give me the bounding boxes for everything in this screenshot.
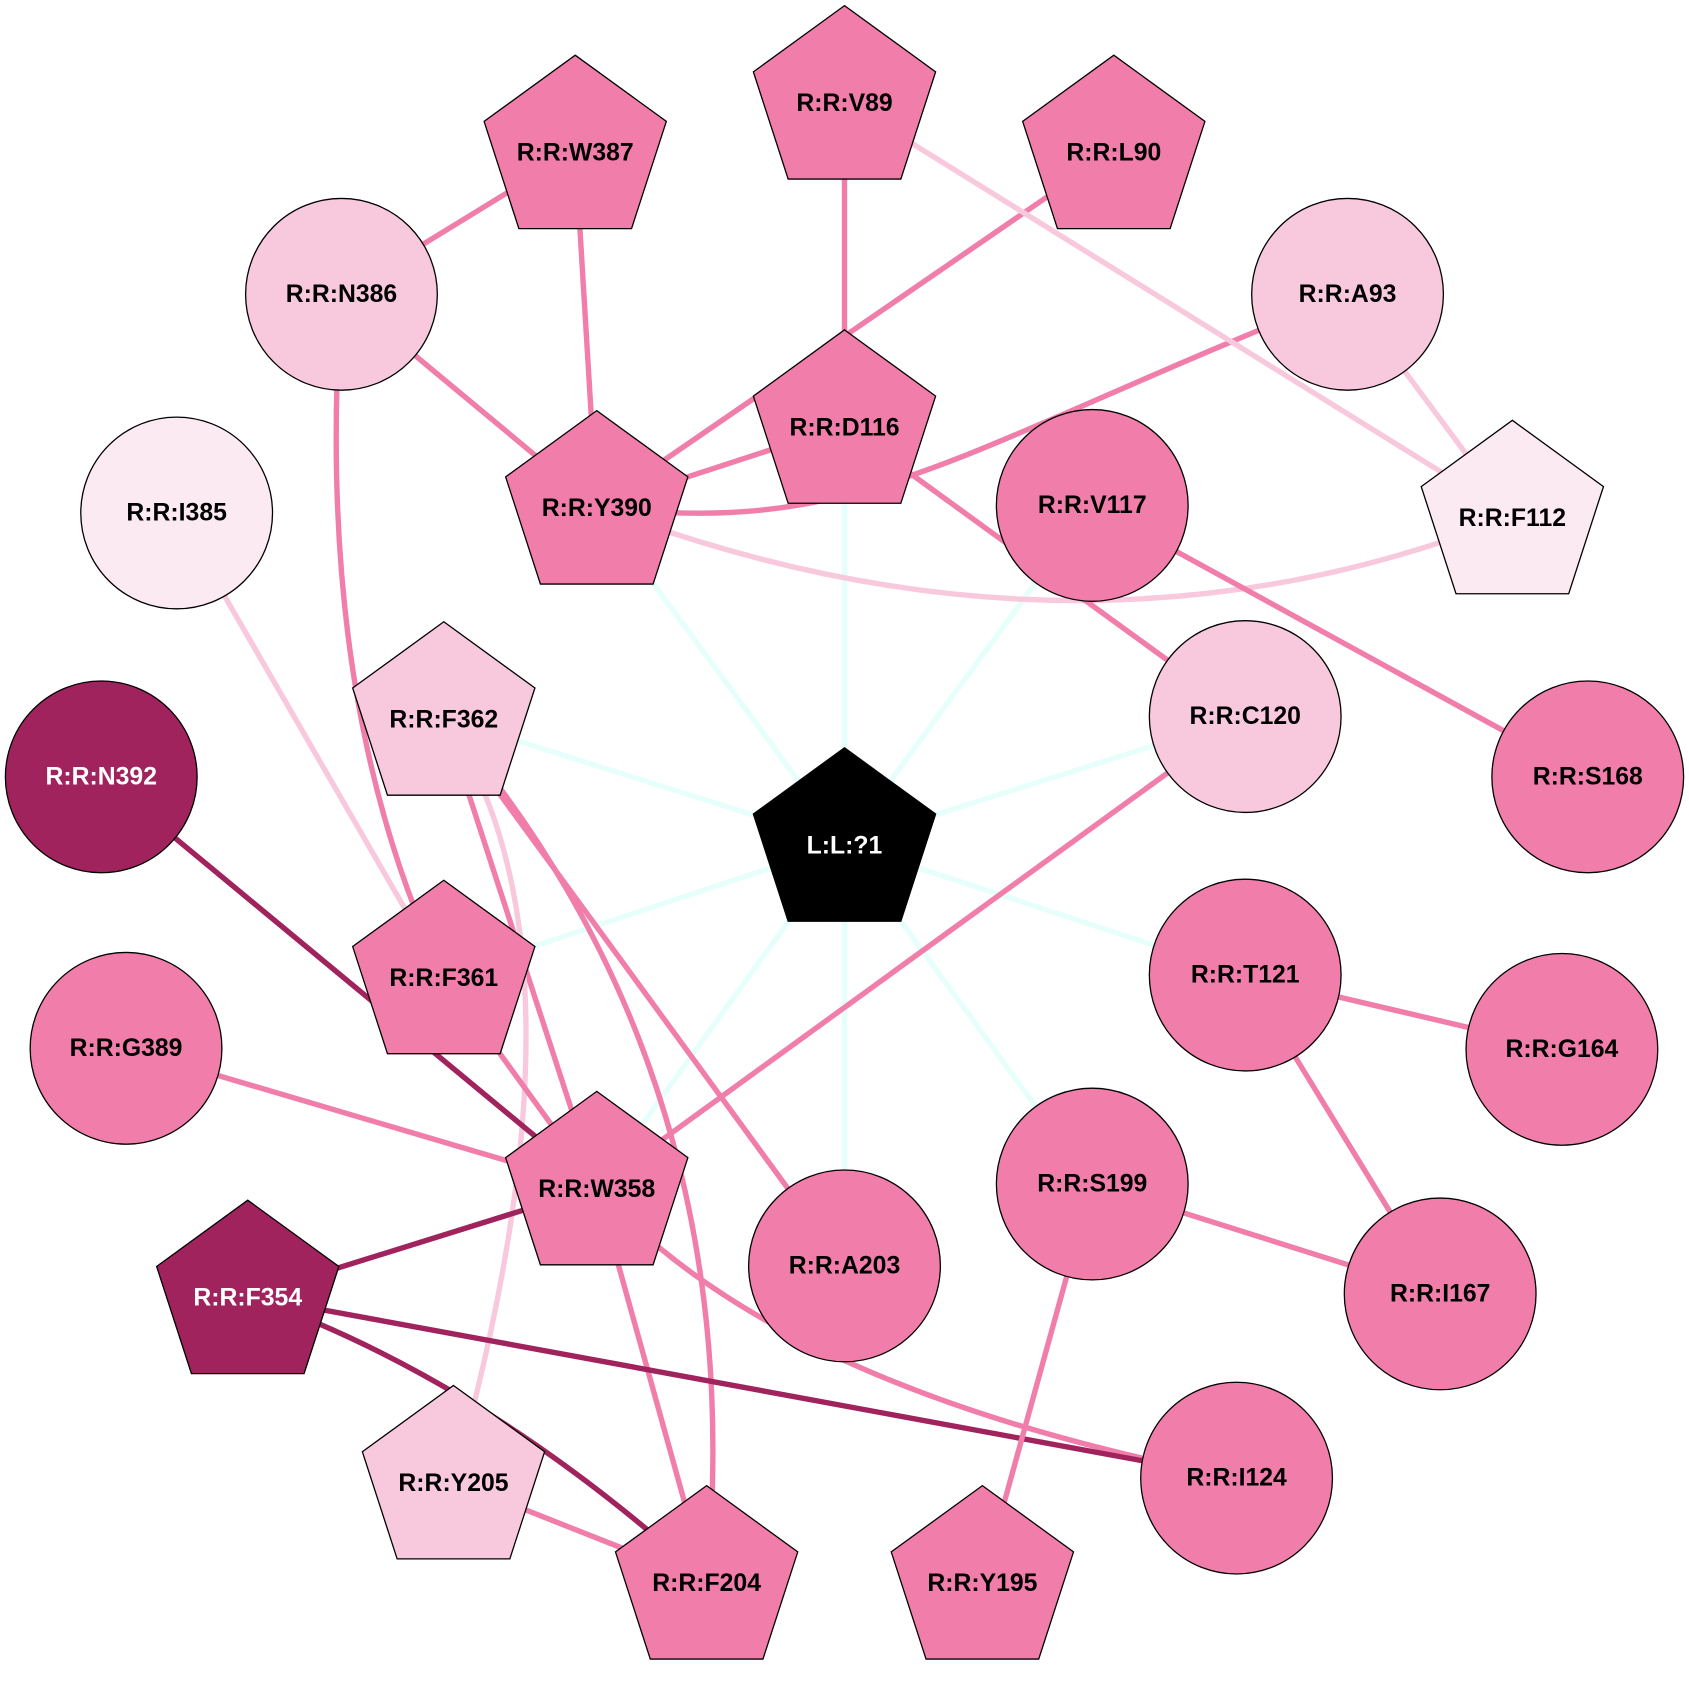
pentagon-node-shape [752,746,937,922]
node-label: R:R:I124 [1186,1465,1287,1492]
node-rrv89[interactable]: R:R:V89 [752,4,937,180]
node-rrd116[interactable]: R:R:D116 [752,329,937,504]
node-rri385[interactable]: R:R:I385 [80,416,274,610]
node-rrf112[interactable]: R:R:F112 [1420,419,1605,595]
edge-RRF354-RRI124 [247,1293,1238,1481]
node-rrg389[interactable]: R:R:G389 [29,951,223,1145]
node-layer: L:L:?1 R:R:V89 R:R:L90 R:R:W387 R:R:N386 R:R:… [4,4,1685,1660]
node-label: R:R:F354 [193,1285,302,1312]
node-label: R:R:V89 [796,90,892,117]
node-rrs168[interactable]: R:R:S168 [1491,680,1685,874]
edge-RRL90-RRY390 [595,148,1116,509]
circle-node-shape [995,408,1189,602]
pentagon-node-shape [1021,54,1206,230]
edge-RRN386-RRF361 [333,294,447,978]
node-rrf354[interactable]: R:R:F354 [155,1199,340,1375]
edge-RRC120-RRW358 [595,714,1247,1190]
node-rri167[interactable]: R:R:I167 [1343,1197,1537,1391]
node-label: R:R:N386 [286,281,397,308]
node-ll1[interactable]: L:L:?1 [752,746,937,922]
edge-RRY390-RRF112 [595,503,1514,604]
node-label: R:R:Y195 [927,1570,1037,1597]
node-label: R:R:F361 [389,965,498,992]
circle-node-shape [1465,952,1659,1146]
circle-node-shape [1148,878,1342,1072]
node-rrl90[interactable]: R:R:L90 [1021,54,1206,230]
node-label: R:R:F204 [652,1570,761,1597]
edge-RRN392-RRW358 [99,774,599,1190]
node-rrf361[interactable]: R:R:F361 [351,879,536,1055]
node-rrt121[interactable]: R:R:T121 [1148,878,1342,1072]
node-rrs199[interactable]: R:R:S199 [995,1087,1189,1281]
circle-node-shape [29,951,223,1145]
pentagon-node-shape [361,1384,546,1560]
pentagon-node-shape [752,4,937,180]
circle-node-shape [80,416,274,610]
node-label: R:R:T121 [1191,962,1300,989]
node-rrw387[interactable]: R:R:W387 [483,54,668,230]
node-label: R:R:I385 [126,499,227,526]
pentagon-node-shape [504,409,689,585]
node-rrg164[interactable]: R:R:G164 [1465,952,1659,1146]
node-rry205[interactable]: R:R:Y205 [361,1384,546,1560]
circle-node-shape [4,680,198,874]
node-label: R:R:A93 [1299,281,1397,308]
node-label: R:R:W387 [517,140,634,167]
node-label: R:R:S168 [1533,763,1643,790]
node-label: R:R:Y205 [398,1470,508,1497]
node-rrf362[interactable]: R:R:F362 [351,620,536,796]
edge-RRY390-RRA93 [596,291,1349,516]
node-rri124[interactable]: R:R:I124 [1140,1381,1334,1575]
pentagon-node-shape [752,329,937,504]
circle-node-shape [747,1169,942,1363]
node-rrv117[interactable]: R:R:V117 [995,408,1189,602]
node-label: R:R:L90 [1066,140,1161,167]
pentagon-node-shape [1420,419,1605,595]
node-label: R:R:F112 [1459,505,1566,532]
node-label: R:R:A203 [789,1252,900,1279]
circle-node-shape [1140,1381,1334,1575]
circle-node-shape [244,197,438,391]
node-label: R:R:G389 [70,1035,183,1062]
circle-node-shape [1251,197,1445,391]
circle-node-shape [1491,680,1685,874]
edge-RRF362-RRA203 [441,716,847,1268]
node-label: R:R:C120 [1189,703,1300,730]
circle-node-shape [995,1087,1189,1281]
node-label: L:L:?1 [807,832,883,859]
circle-node-shape [1148,620,1342,814]
node-label: R:R:F362 [389,706,498,733]
node-rry195[interactable]: R:R:Y195 [890,1484,1075,1660]
pentagon-node-shape [890,1484,1075,1660]
node-label: R:R:S199 [1037,1171,1147,1198]
edge-RRF362-RRY205 [441,716,529,1483]
node-rrn392[interactable]: R:R:N392 [4,680,198,874]
node-rry390[interactable]: R:R:Y390 [504,409,689,585]
node-label: R:R:G164 [1505,1036,1618,1063]
node-label: R:R:N392 [46,763,157,790]
pentagon-node-shape [351,620,536,796]
pentagon-node-shape [504,1090,689,1266]
pentagon-node-shape [155,1199,340,1375]
node-label: R:R:V117 [1038,492,1147,519]
pentagon-node-shape [614,1484,799,1660]
node-rrw358[interactable]: R:R:W358 [504,1090,689,1266]
node-rrn386[interactable]: R:R:N386 [244,197,438,391]
node-label: R:R:Y390 [542,495,652,522]
node-rra203[interactable]: R:R:A203 [747,1169,942,1363]
node-rra93[interactable]: R:R:A93 [1251,197,1445,391]
edge-RRV89-RRF112 [843,99,1514,519]
circle-node-shape [1343,1197,1537,1391]
node-label: R:R:I167 [1390,1280,1490,1307]
pentagon-node-shape [483,54,668,230]
pentagon-node-shape [351,879,536,1055]
edge-RRF362-RRF204 [441,715,716,1582]
node-rrf204[interactable]: R:R:F204 [614,1484,799,1660]
node-label: R:R:W358 [538,1176,655,1203]
node-label: R:R:D116 [789,414,899,441]
node-rrc120[interactable]: R:R:C120 [1148,620,1342,814]
